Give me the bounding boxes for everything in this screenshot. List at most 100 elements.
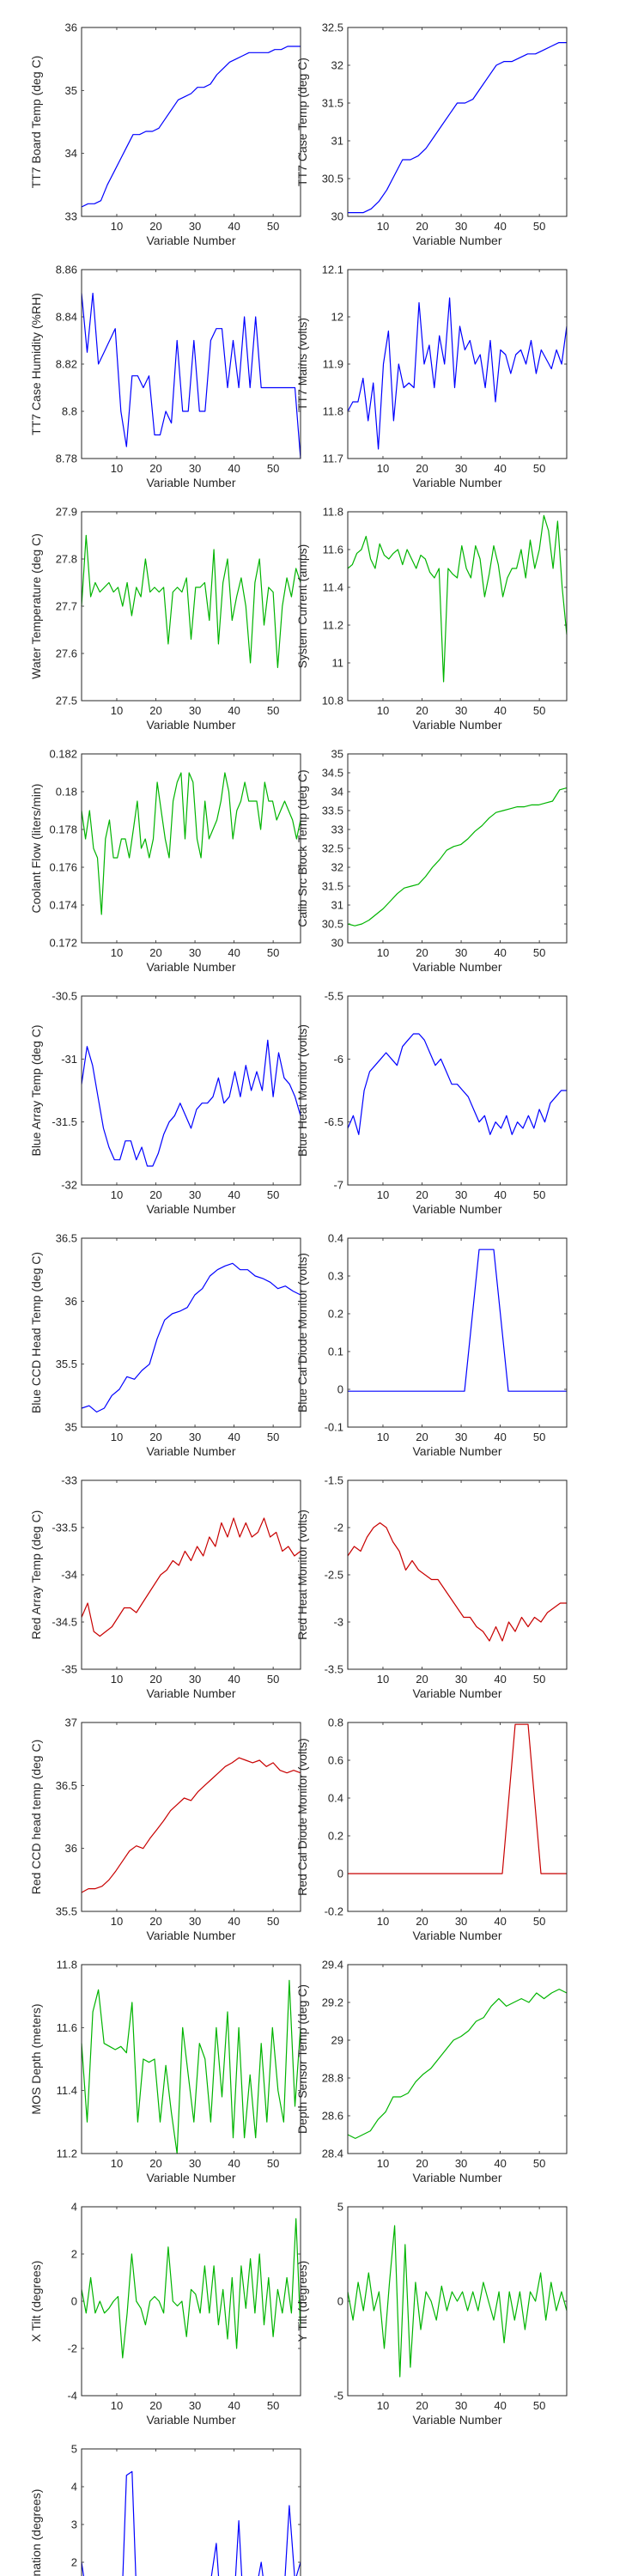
y-axis-label: Blue Array Temp (deg C) [29,1024,43,1156]
y-tick-label: -6 [333,1053,343,1066]
x-tick-label: 10 [377,1915,389,1928]
x-tick-label: 40 [494,704,506,717]
series-line [81,2470,301,2576]
y-axis-label: Blue Heat Monitor (volts) [295,1024,309,1157]
x-tick-label: 30 [455,1915,467,1928]
axes-box [347,27,568,217]
y-tick-label: 34 [65,147,77,160]
y-tick-label: 0.2 [328,1830,343,1843]
x-tick-label: 50 [533,2399,545,2412]
y-tick-label: 11.7 [323,453,343,465]
x-tick-label: 30 [189,1915,201,1928]
axes-box [347,2206,568,2397]
x-tick-label: 30 [189,704,201,717]
x-tick-label: 50 [533,220,545,233]
y-tick-label: 0.18 [56,786,77,799]
x-tick-label: 50 [267,1673,279,1686]
y-axis-label: Red Array Temp (deg C) [29,1510,43,1640]
x-tick-label: 30 [455,220,467,233]
x-axis-label: Variable Number [146,1444,235,1458]
y-tick-label: 31.5 [322,880,343,893]
y-tick-label: 36 [65,1842,77,1855]
y-tick-label: -4 [67,2390,77,2403]
series-line [348,41,567,214]
axes-box [347,995,568,1186]
x-tick-label: 20 [149,2157,161,2170]
y-tick-label: 0.6 [328,1754,343,1767]
y-tick-label: 4 [71,2481,77,2494]
x-axis-label: Variable Number [146,2171,235,2184]
x-tick-label: 10 [111,220,123,233]
x-tick-label: 40 [494,1431,506,1443]
x-tick-label: 40 [228,1188,240,1201]
x-axis-label: Variable Number [146,960,235,974]
x-axis-label: Variable Number [146,718,235,732]
x-tick-label: 50 [533,946,545,959]
series-line [347,1989,568,2139]
chart-blue-cal-diode-monitor-volts: 10 20 30 40 50 -0.1 0 0.1 0.2 0.3 0.4 Variable Numb… [295,1232,568,1458]
x-tick-label: 50 [533,704,545,717]
y-tick-label: 30.5 [322,918,343,931]
x-tick-label: 10 [111,2157,123,2170]
y-tick-label: 31.5 [322,97,343,110]
x-tick-label: 40 [494,946,506,959]
y-axis-label: TT7 Case Humidity (%RH) [29,293,43,435]
y-tick-label: 30 [331,210,343,223]
series-line [347,787,568,927]
axes-box [347,269,568,459]
y-tick-label: 0.2 [328,1308,343,1321]
x-tick-label: 20 [149,220,161,233]
chart-y-tilt-degrees: 10 20 30 40 50 -5 0 5 Variable Number Y Tilt (deg… [295,2201,568,2427]
y-axis-label: Coolant Flow (liters/min) [29,784,43,914]
axes-box [81,1964,301,2154]
axes-box [347,753,568,944]
y-axis-label: Blue Cal Diode Monitor (volts) [295,1253,309,1413]
chart-tt7-case-humidity-rh: 10 20 30 40 50 8.78 8.8 8.82 8.84 8.86 Variable Nu… [29,264,301,489]
axes-box [81,1479,301,1670]
x-axis-label: Variable Number [146,1929,235,1942]
y-tick-label: -30.5 [52,990,77,1003]
x-tick-label: 30 [455,1431,467,1443]
x-axis-label: Variable Number [146,2413,235,2427]
chart-red-array-temp-deg-c: 10 20 30 40 50 -35 -34.5 -34 -33.5 -33 Variable Nu… [29,1474,301,1700]
y-tick-label: 11.8 [323,506,343,519]
y-tick-label: 8.78 [56,453,77,465]
x-tick-label: 20 [416,2399,428,2412]
x-tick-label: 30 [189,2399,201,2412]
x-tick-label: 40 [494,2157,506,2170]
axes-box [347,1722,568,1912]
x-tick-label: 50 [533,462,545,475]
chart-water-temperature-deg-c: 10 20 30 40 50 27.5 27.6 27.7 27.8 27.9 Variable N… [29,506,301,732]
x-tick-label: 30 [455,462,467,475]
y-tick-label: 8.82 [56,358,77,371]
x-tick-label: 30 [189,462,201,475]
x-axis-label: Variable Number [146,1202,235,1216]
y-tick-label: -2.5 [325,1569,343,1582]
axes-box [81,511,301,702]
series-line [81,1517,301,1637]
y-tick-label: 32.5 [322,21,343,34]
x-tick-label: 50 [267,2157,279,2170]
y-tick-label: 31 [331,899,343,912]
chart-blue-array-temp-deg-c: 10 20 30 40 50 -32 -31.5 -31 -30.5 Variable Numbe… [29,990,301,1216]
y-tick-label: 30.5 [322,173,343,185]
x-tick-label: 50 [267,220,279,233]
chart-coolant-flow-liters-min: 10 20 30 40 50 0.172 0.174 0.176 0.178 0.18 0.182 V… [29,748,301,974]
y-axis-label: TT7 Mains (volts) [295,318,309,410]
x-tick-label: 20 [149,946,161,959]
axes-box [347,1964,568,2154]
y-tick-label: 36 [65,21,77,34]
x-tick-label: 50 [267,462,279,475]
axes-box [81,1722,301,1912]
x-tick-label: 10 [377,1431,389,1443]
chart-red-heat-monitor-volts: 10 20 30 40 50 -3.5 -3 -2.5 -2 -1.5 Variable Numbe… [295,1474,568,1700]
axes-box [81,753,301,944]
y-tick-label: 11.6 [323,544,343,556]
y-tick-label: 11.8 [323,405,343,418]
series-line [348,1723,567,1874]
y-tick-label: 32 [331,59,343,72]
axes-box [81,995,301,1186]
x-tick-label: 30 [455,2399,467,2412]
x-tick-label: 40 [494,462,506,475]
